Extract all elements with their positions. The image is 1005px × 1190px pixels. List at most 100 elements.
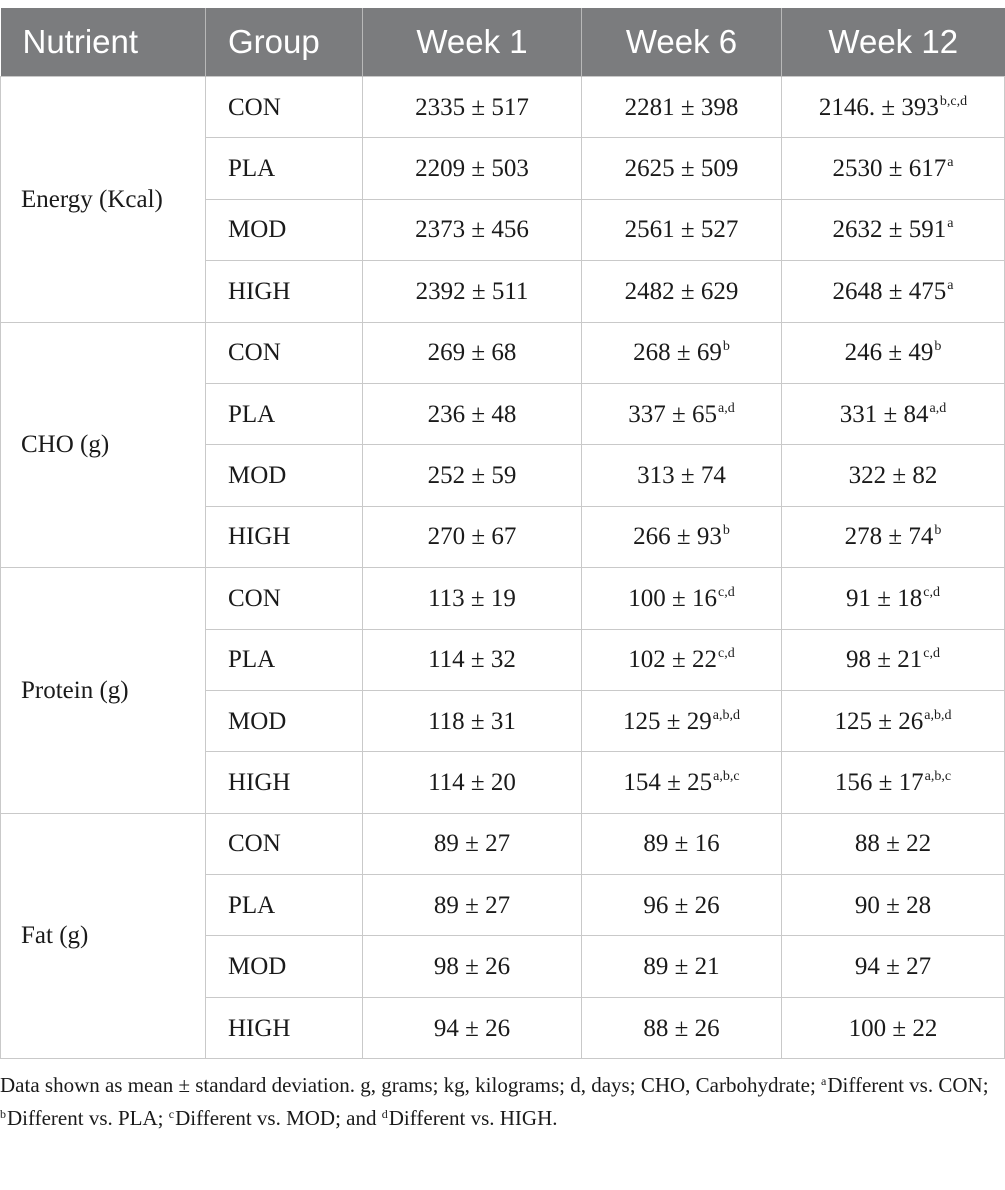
nutrient-intake-table: Nutrient Group Week 1 Week 6 Week 12 Ene… bbox=[0, 8, 1005, 1060]
nutrient-label: Fat (g) bbox=[0, 812, 206, 1060]
group-cell: MOD bbox=[205, 444, 363, 507]
significance-marker: c,d bbox=[923, 584, 940, 600]
footnote-text: Different vs. HIGH. bbox=[388, 1106, 558, 1130]
value-cell: 252 ± 59 bbox=[362, 444, 582, 507]
cell-value: 2648 ± 475 bbox=[832, 277, 947, 305]
group-cell: CON bbox=[205, 567, 363, 630]
cell-value: 100 ± 16 bbox=[628, 584, 717, 612]
group-cell: CON bbox=[205, 75, 363, 139]
value-cell: 2373 ± 456 bbox=[362, 198, 582, 262]
cell-value: 2561 ± 527 bbox=[624, 216, 739, 244]
table-footnote: Data shown as mean ± standard deviation.… bbox=[0, 1070, 1000, 1136]
cell-value: 331 ± 84 bbox=[839, 400, 929, 428]
value-cell: 278 ± 74b bbox=[781, 505, 1005, 569]
footnote-item: dDifferent vs. HIGH. bbox=[382, 1106, 558, 1130]
value-cell: 90 ± 28 bbox=[781, 874, 1005, 937]
cell-value: 246 ± 49 bbox=[844, 339, 934, 367]
cell-value: 89 ± 27 bbox=[433, 830, 511, 858]
value-cell: 331 ± 84a,d bbox=[781, 382, 1005, 446]
cell-value: 89 ± 27 bbox=[433, 891, 511, 919]
value-cell: 89 ± 27 bbox=[362, 812, 582, 876]
value-cell: 313 ± 74 bbox=[581, 444, 782, 507]
value-cell: 98 ± 21c,d bbox=[781, 628, 1005, 691]
header-week-12: Week 12 bbox=[781, 8, 1005, 77]
cell-value: 2209 ± 503 bbox=[415, 155, 529, 183]
table-row: Fat (g) CON 89 ± 27 89 ± 16 88 ± 22 bbox=[0, 812, 1005, 1060]
value-cell: 89 ± 16 bbox=[581, 812, 782, 876]
cell-value: 2146. ± 393 bbox=[818, 93, 939, 121]
value-cell: 125 ± 26a,b,d bbox=[781, 689, 1005, 753]
group-cell: HIGH bbox=[205, 751, 363, 814]
significance-marker: c,d bbox=[718, 584, 735, 600]
value-cell: 154 ± 25a,b,c bbox=[581, 751, 782, 814]
footnote-text: Different vs. CON; bbox=[827, 1073, 989, 1097]
value-cell: 114 ± 32 bbox=[362, 628, 582, 691]
value-cell: 2625 ± 509 bbox=[581, 137, 782, 200]
cell-value: 2482 ± 629 bbox=[624, 277, 739, 305]
cell-value: 91 ± 18 bbox=[846, 584, 923, 612]
value-cell: 2632 ± 591a bbox=[781, 198, 1005, 262]
cell-value: 278 ± 74 bbox=[844, 523, 934, 551]
significance-marker: a,b,d bbox=[924, 707, 952, 723]
footnote-marker: b bbox=[0, 1107, 6, 1121]
significance-marker: a bbox=[947, 155, 954, 171]
cell-value: 2392 ± 511 bbox=[415, 277, 529, 305]
footnote-marker: d bbox=[381, 1107, 388, 1121]
value-cell: 236 ± 48 bbox=[362, 382, 582, 446]
nutrient-label: Energy (Kcal) bbox=[0, 76, 206, 323]
table-body: Energy (Kcal) CON 2335 ± 517 2281 ± 398 2146… bbox=[0, 75, 1005, 1060]
significance-marker: a,b,c bbox=[924, 768, 952, 784]
value-cell: 114 ± 20 bbox=[362, 751, 582, 814]
value-cell: 2561 ± 527 bbox=[581, 198, 782, 262]
value-cell: 98 ± 26 bbox=[362, 935, 582, 998]
table-row: MOD 118 ± 31 125 ± 29a,b,d 125 ± 26a,b,d bbox=[1, 689, 1005, 753]
cell-value: 269 ± 68 bbox=[427, 339, 517, 367]
cell-value: 156 ± 17 bbox=[834, 768, 924, 796]
group-cell: CON bbox=[205, 321, 363, 384]
value-cell: 91 ± 18c,d bbox=[781, 567, 1005, 630]
significance-marker: a,b,d bbox=[712, 707, 740, 723]
cell-value: 100 ± 22 bbox=[848, 1014, 938, 1042]
significance-marker: a bbox=[947, 277, 954, 293]
cell-value: 94 ± 27 bbox=[854, 953, 932, 981]
group-cell: MOD bbox=[205, 689, 363, 753]
value-cell: 2482 ± 629 bbox=[581, 260, 782, 323]
header-week-1: Week 1 bbox=[362, 8, 582, 77]
value-cell: 2392 ± 511 bbox=[362, 260, 582, 323]
footnote-marker: a bbox=[821, 1074, 827, 1088]
significance-marker: a,b,c bbox=[713, 768, 740, 784]
table-row: CHO (g) CON 269 ± 68 268 ± 69b 246 ± 49b bbox=[0, 321, 1005, 569]
value-cell: 270 ± 67 bbox=[362, 505, 582, 569]
table-row: HIGH 114 ± 20 154 ± 25a,b,c 156 ± 17a,b,c bbox=[1, 751, 1005, 814]
value-cell: 2335 ± 517 bbox=[362, 75, 582, 139]
cell-value: 88 ± 22 bbox=[854, 830, 932, 858]
significance-marker: a,d bbox=[718, 400, 735, 416]
cell-value: 266 ± 93 bbox=[633, 523, 722, 551]
group-cell: HIGH bbox=[205, 996, 363, 1060]
cell-value: 114 ± 20 bbox=[428, 768, 516, 796]
cell-value: 90 ± 28 bbox=[854, 891, 932, 919]
footnote-text: Different vs. PLA; bbox=[7, 1106, 169, 1130]
value-cell: 2530 ± 617a bbox=[781, 137, 1005, 200]
cell-value: 322 ± 82 bbox=[848, 462, 938, 490]
significance-marker: b bbox=[722, 523, 730, 539]
footnote-item: aDifferent vs. CON; bbox=[821, 1073, 989, 1097]
table-row: Energy (Kcal) CON 2335 ± 517 2281 ± 398 2146… bbox=[0, 75, 1005, 323]
value-cell: 100 ± 22 bbox=[781, 996, 1005, 1060]
group-cell: HIGH bbox=[205, 260, 363, 323]
value-cell: 269 ± 68 bbox=[362, 321, 582, 384]
table-row: MOD 98 ± 26 89 ± 21 94 ± 27 bbox=[1, 935, 1005, 998]
cell-value: 113 ± 19 bbox=[428, 584, 516, 612]
cell-value: 2632 ± 591 bbox=[832, 216, 947, 244]
significance-marker: b bbox=[934, 523, 942, 539]
value-cell: 88 ± 22 bbox=[781, 812, 1005, 876]
group-cell: PLA bbox=[205, 137, 363, 200]
cell-value: 252 ± 59 bbox=[427, 462, 517, 490]
table-row: PLA 236 ± 48 337 ± 65a,d 331 ± 84a,d bbox=[1, 382, 1005, 446]
cell-value: 98 ± 26 bbox=[433, 953, 511, 981]
group-cell: MOD bbox=[205, 935, 363, 998]
cell-value: 125 ± 29 bbox=[623, 707, 712, 735]
footnote-marker: c bbox=[168, 1107, 175, 1121]
value-cell: 113 ± 19 bbox=[362, 567, 582, 630]
table-row: HIGH 94 ± 26 88 ± 26 100 ± 22 bbox=[1, 996, 1005, 1060]
